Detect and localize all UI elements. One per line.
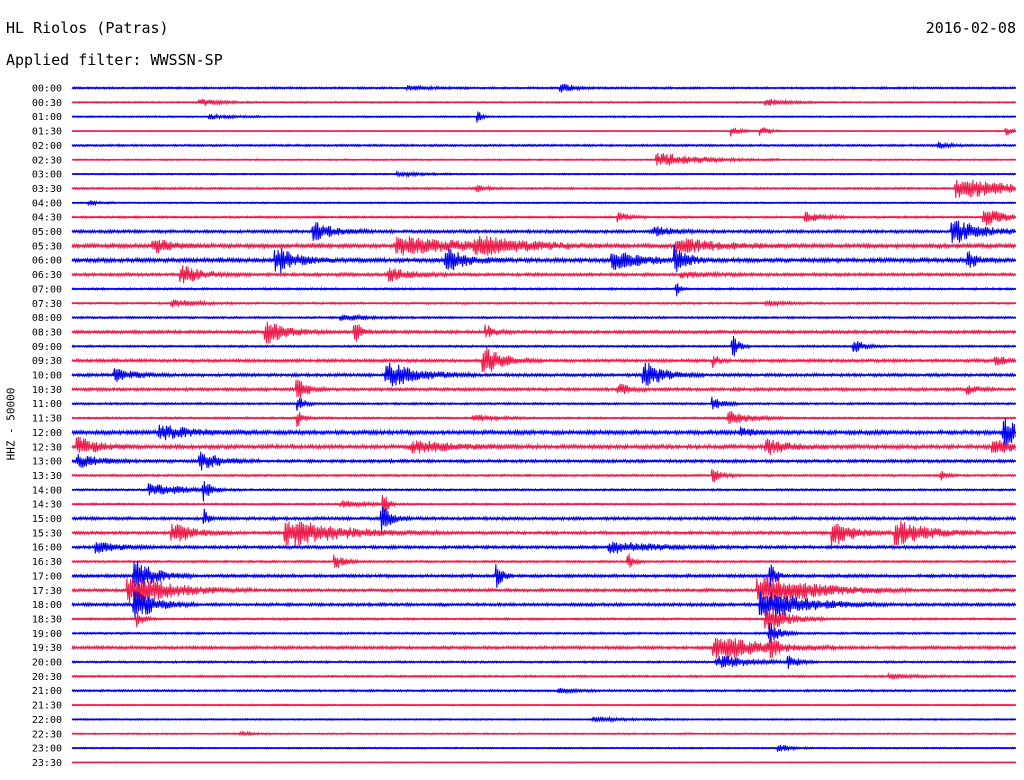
- time-tick-label: 18:00: [32, 600, 62, 611]
- time-tick-label: 10:00: [32, 371, 62, 382]
- time-tick-label: 13:00: [32, 457, 62, 468]
- time-tick-label: 17:30: [32, 586, 62, 597]
- time-tick-label: 01:00: [32, 112, 62, 123]
- time-tick-label: 23:00: [32, 744, 62, 755]
- time-tick-label: 12:30: [32, 442, 62, 453]
- trace-0130: [71, 127, 1016, 137]
- time-tick-label: 14:00: [32, 485, 62, 496]
- time-tick-label: 10:30: [32, 385, 62, 396]
- trace-1930: [71, 634, 1016, 659]
- trace-1400: [71, 480, 1016, 502]
- time-tick-label: 12:00: [32, 428, 62, 439]
- time-tick-label: 18:30: [32, 614, 62, 625]
- time-tick-label: 03:00: [32, 170, 62, 181]
- time-tick-label: 04:30: [32, 213, 62, 224]
- trace-0700: [71, 283, 1016, 297]
- trace-0600: [71, 243, 1016, 274]
- time-tick-label: 19:00: [32, 629, 62, 640]
- trace-1230: [71, 436, 1016, 456]
- record-date: 2016-02-08: [925, 19, 1016, 37]
- time-tick-label: 20:00: [32, 658, 62, 669]
- time-tick-label: 09:30: [32, 356, 62, 367]
- time-tick-label: 23:30: [32, 758, 62, 769]
- time-tick-label: 14:30: [32, 500, 62, 511]
- time-tick-label: 07:00: [32, 284, 62, 295]
- time-tick-label: 05:00: [32, 227, 62, 238]
- trace-1130: [71, 411, 1016, 428]
- time-tick-label: 22:30: [32, 729, 62, 740]
- time-tick-label: 11:30: [32, 414, 62, 425]
- trace-group: [71, 83, 1016, 764]
- time-tick-label: 11:00: [32, 399, 62, 410]
- time-tick-label: 16:30: [32, 557, 62, 568]
- time-tick-label: 05:30: [32, 241, 62, 252]
- time-tick-label: 06:00: [32, 256, 62, 267]
- time-tick-label: 08:00: [32, 313, 62, 324]
- time-tick-label: 22:00: [32, 715, 62, 726]
- time-tick-label: 21:00: [32, 686, 62, 697]
- time-tick-label: 03:30: [32, 184, 62, 195]
- time-tick-label: 00:00: [32, 84, 62, 95]
- time-tick-label: 06:30: [32, 270, 62, 281]
- time-tick-label: 02:00: [32, 141, 62, 152]
- time-tick-label: 21:30: [32, 701, 62, 712]
- trace-0430: [71, 210, 1016, 226]
- station-title: HL Riolos (Patras): [6, 19, 169, 37]
- time-tick-label: 07:30: [32, 299, 62, 310]
- time-tick-label: 16:00: [32, 543, 62, 554]
- time-tick-label: 02:30: [32, 155, 62, 166]
- time-tick-label: 19:30: [32, 643, 62, 654]
- time-tick-label: 15:00: [32, 514, 62, 525]
- time-tick-label: 01:30: [32, 127, 62, 138]
- time-tick-label: 17:00: [32, 571, 62, 582]
- time-tick-label: 08:30: [32, 327, 62, 338]
- trace-1630: [71, 553, 1016, 568]
- time-tick-label: 09:00: [32, 342, 62, 353]
- trace-1800: [71, 590, 1016, 621]
- tick-label-group: 00:00 00:30 01:00 01:30 02:00 02:30 03:00 03:30…: [32, 84, 62, 769]
- filter-label: Applied filter: WWSSN-SP: [6, 51, 223, 69]
- time-tick-label: 20:30: [32, 672, 62, 683]
- trace-1700: [71, 560, 1016, 589]
- time-tick-label: 04:00: [32, 198, 62, 209]
- time-tick-label: 15:30: [32, 528, 62, 539]
- trace-0930: [71, 347, 1016, 372]
- time-tick-label: 00:30: [32, 98, 62, 109]
- time-tick-label: 13:30: [32, 471, 62, 482]
